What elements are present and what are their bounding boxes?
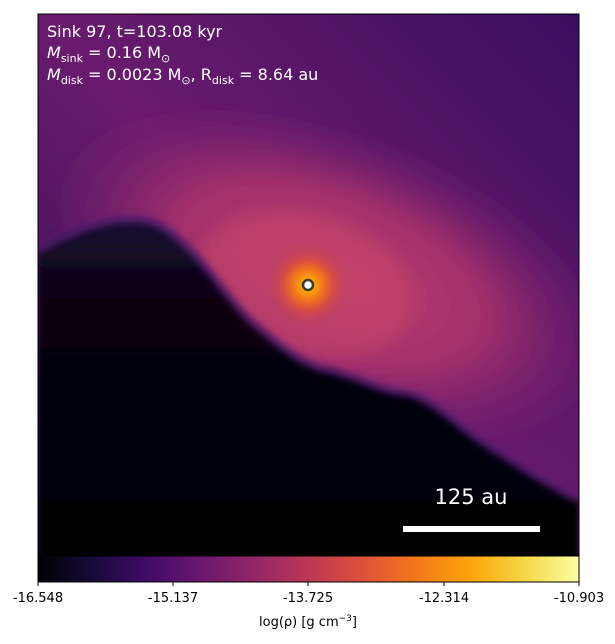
- colorbar-tick-label: -12.314: [419, 591, 469, 606]
- scale-bar: [403, 526, 540, 532]
- annotation-sink-mass: Msink = 0.16 M⊙: [47, 43, 170, 65]
- low-density-void: [38, 219, 579, 555]
- map-frame: [37, 13, 580, 556]
- colorbar-tick-label: -16.548: [13, 591, 63, 606]
- colorbar-tick-label: -13.725: [283, 591, 333, 606]
- colorbar-tick-label: -15.137: [148, 591, 198, 606]
- sink-marker: [301, 278, 315, 292]
- annotation-disk: Mdisk = 0.0023 M⊙, Rdisk = 8.64 au: [47, 65, 318, 87]
- annotation-line1: Sink 97, t=103.08 kyr: [47, 22, 223, 41]
- colorbar: [37, 555, 580, 583]
- colorbar-label: log(ρ) [g cm−3]: [259, 614, 357, 630]
- density-map: [38, 14, 579, 555]
- colorbar-ticks: -16.548 -15.137 -13.725 -12.314 -10.903: [13, 582, 604, 606]
- void-edge-glow: [38, 214, 579, 505]
- colorbar-tick-label: -10.903: [554, 591, 604, 606]
- scale-bar-label: 125 au: [435, 485, 508, 509]
